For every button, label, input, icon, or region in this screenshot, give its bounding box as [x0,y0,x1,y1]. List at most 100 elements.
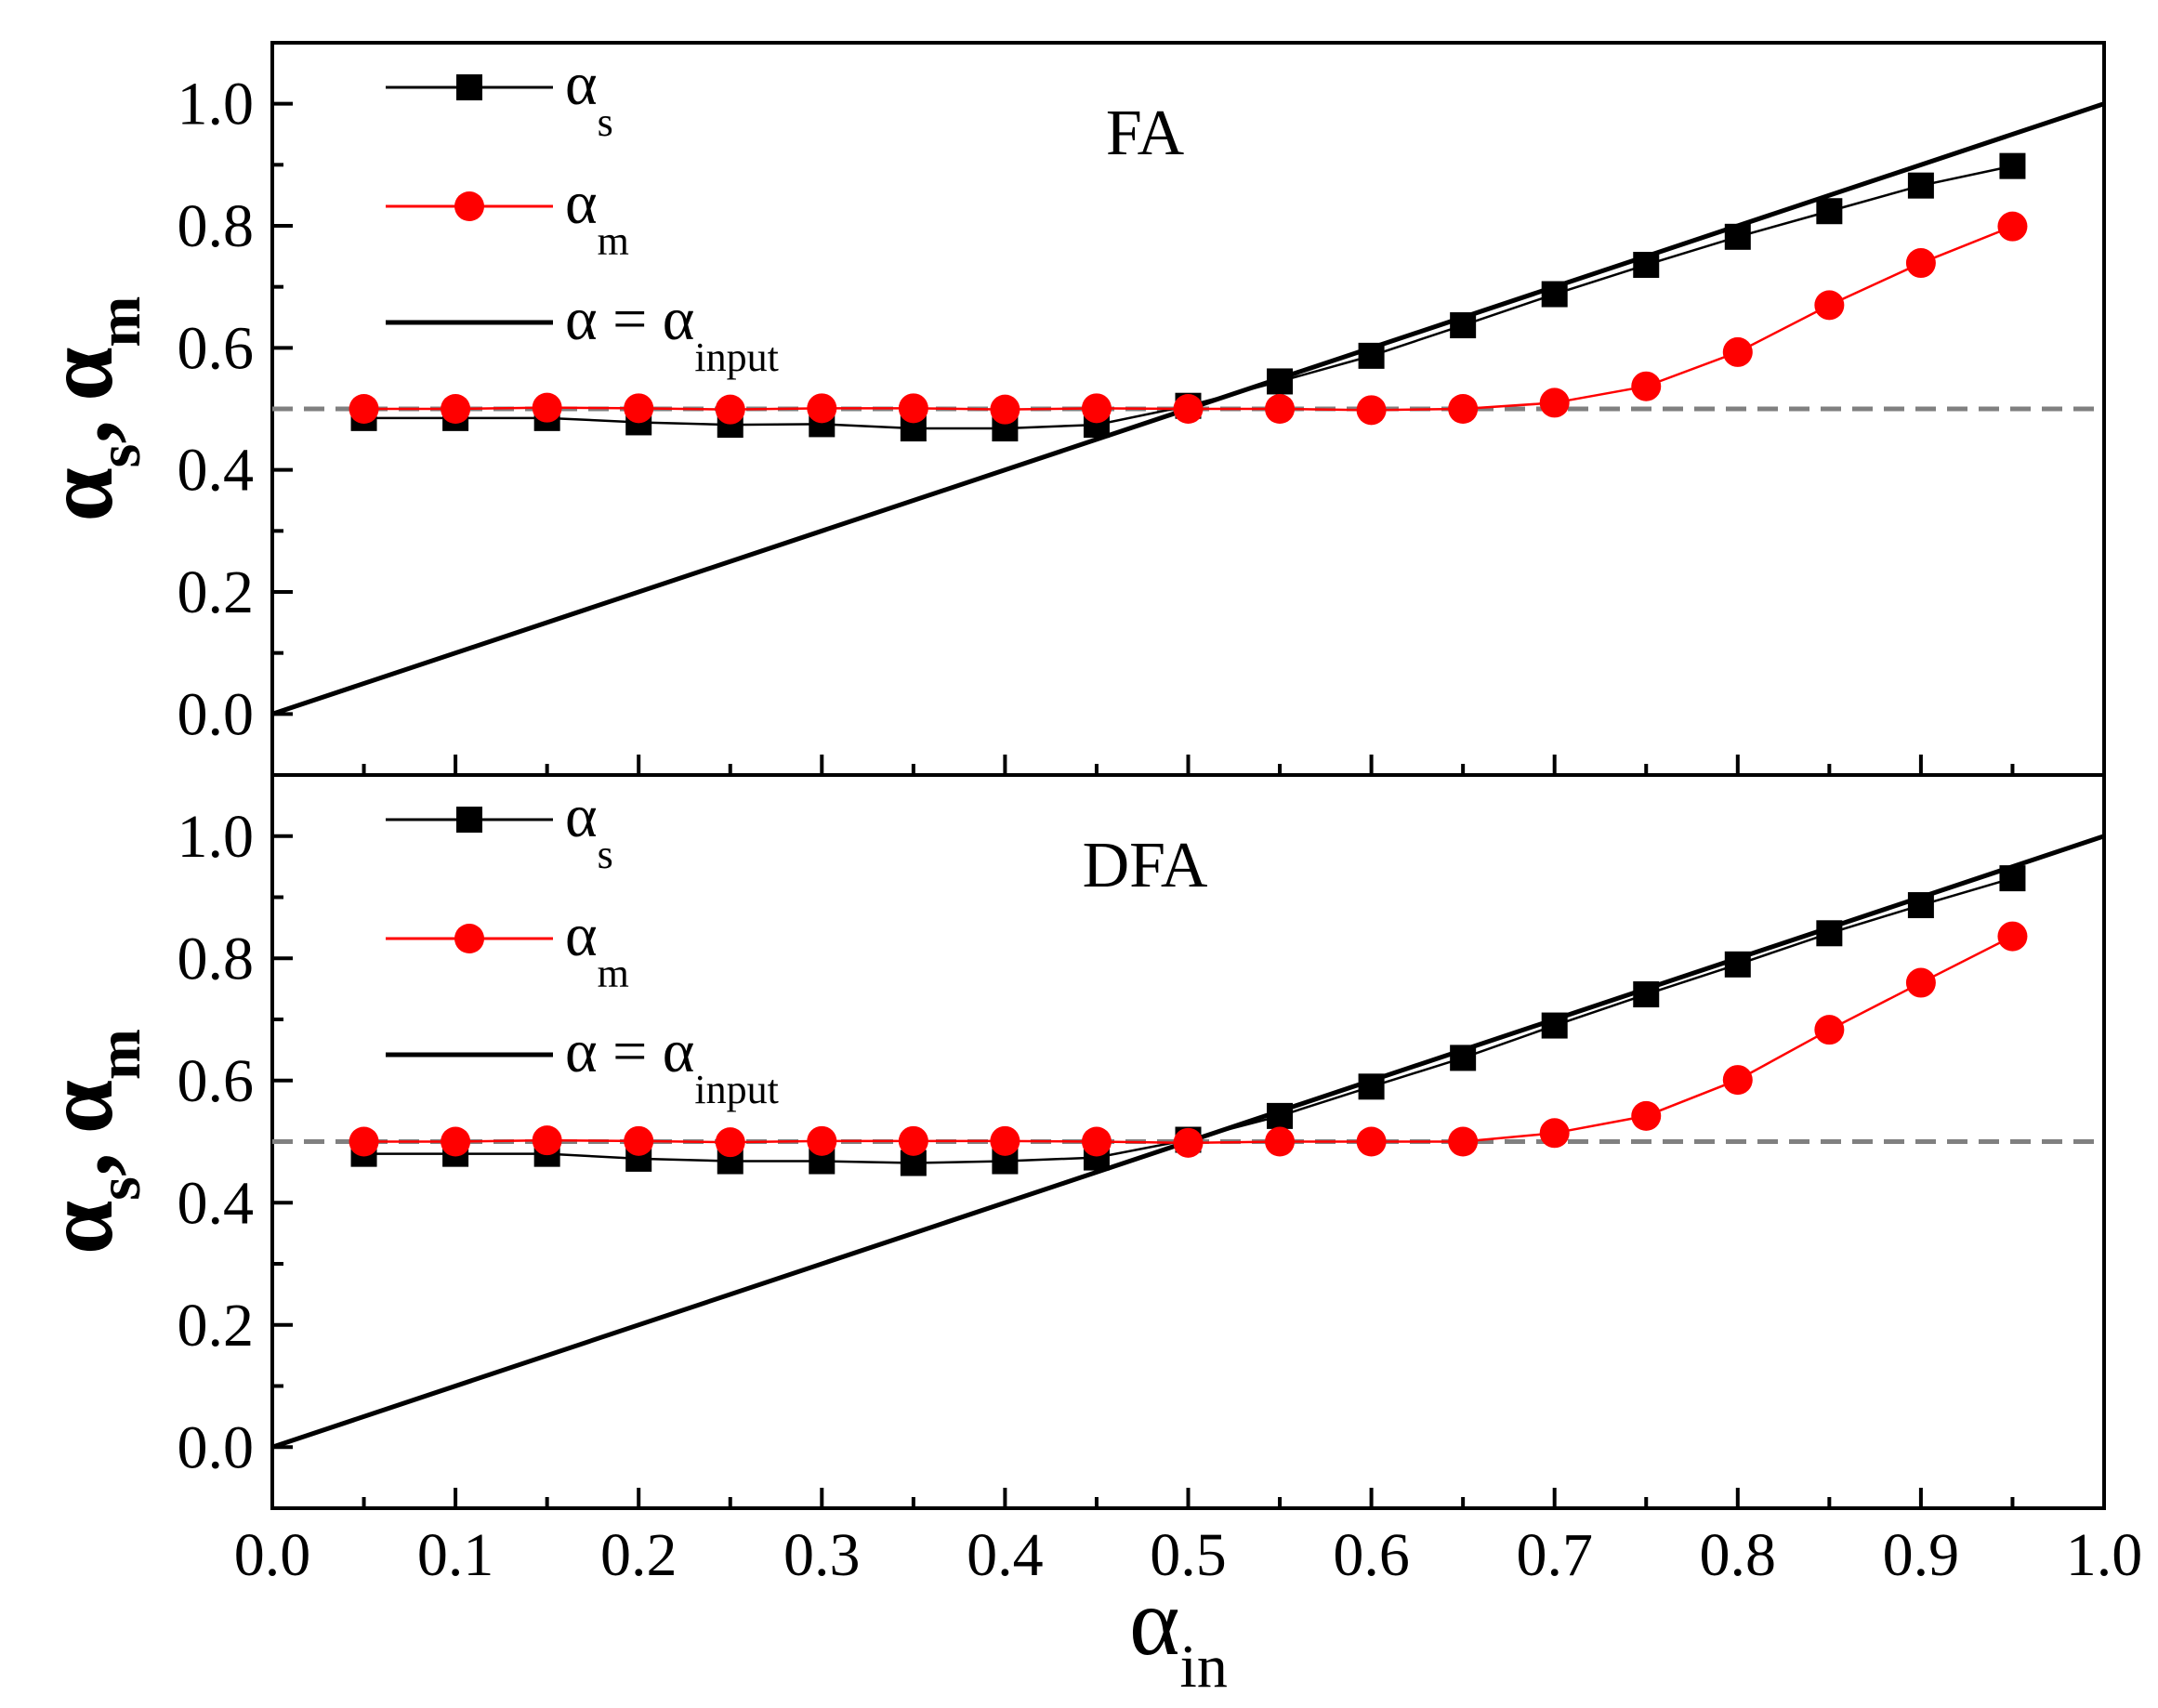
legend-subscript: input [694,335,778,380]
series-alpha-s-point [1450,1045,1477,1071]
legend-marker-square [456,807,482,833]
series-alpha-s-point [1724,223,1751,250]
series-alpha-s-point [1541,281,1568,308]
legend-subscript: input [694,1067,778,1112]
x-tick-label: 0.5 [1150,1521,1227,1589]
y-tick-label: 0.4 [178,1169,255,1237]
series-alpha-m-point [898,393,928,424]
panel-title: DFA [1083,830,1208,901]
x-label-alpha: α [1129,1569,1180,1675]
x-tick-label: 0.8 [1700,1521,1777,1589]
series-alpha-m-point [1631,371,1662,401]
legend-symbol: α = α [565,1018,694,1085]
x-tick-label: 0.3 [783,1521,861,1589]
legend-subscript: m [598,951,629,996]
legend-subscript: s [598,99,613,145]
series-alpha-m-point [1997,211,2028,242]
series-alpha-m-point [441,394,471,424]
y-label-alpha: α [26,467,133,521]
series-alpha-m-point [1997,921,2028,952]
legend-marker-square [456,74,482,100]
x-tick-label: 0.6 [1333,1521,1410,1589]
legend-symbol: α [565,169,598,237]
series-alpha-m-point [1539,388,1570,418]
series-alpha-m-point [1905,967,1936,998]
y-axis-label: αs,αm [26,296,153,522]
y-tick-label: 0.8 [178,192,255,260]
y-label-alpha: α [26,1080,133,1134]
legend-label-reference: α = αinput [565,1018,779,1112]
series-alpha-m-point [1448,394,1479,424]
legend-marker-circle [454,191,484,221]
series-alpha-s-point [1724,951,1751,978]
series-alpha-m-point [807,393,837,424]
series-alpha-m-point [1173,394,1204,424]
y-label-subscript: m [86,296,153,348]
series-alpha-m-point [1081,1126,1112,1157]
series-alpha-m-point [1265,1126,1296,1157]
series-alpha-s-point [1999,152,2026,179]
legend-label-alpha-m: αm [565,901,629,996]
x-tick-label: 0.7 [1516,1521,1593,1589]
series-alpha-s-point [1907,172,1934,199]
series-alpha-m-point [715,1127,745,1158]
y-tick-label: 0.6 [178,1047,255,1115]
panel-title: FA [1106,98,1185,169]
y-tick-label: 1.0 [178,71,255,138]
y-tick-label: 0.4 [178,437,255,505]
y-label-alpha: α [26,1201,133,1255]
y-axis-label: αs,αm [26,1029,153,1255]
series-alpha-s-point [1999,865,2026,892]
plot-area [272,101,2104,716]
series-alpha-m-point [349,1126,379,1157]
y-label-alpha: α [26,348,133,401]
series-alpha-s-point [1450,312,1477,339]
series-alpha-m-point [1081,393,1112,424]
y-label-subscript: s [86,1176,153,1201]
y-tick-label: 1.0 [178,803,255,871]
y-label-separator: , [26,420,133,444]
y-tick-label: 0.2 [178,558,255,626]
series-alpha-m-point [1631,1100,1662,1131]
series-alpha-s-point [1633,252,1660,279]
x-axis-label: αin [1129,1569,1228,1701]
y-label-subscript: s [86,444,153,468]
legend-symbol: α [565,901,598,969]
series-alpha-s-point [1358,1073,1385,1100]
y-tick-label: 0.2 [178,1292,255,1360]
series-alpha-m-point [1722,336,1753,367]
legend-symbol: α [565,50,598,118]
series-alpha-s-point [1816,198,1843,225]
legend-label-reference: α = αinput [565,285,779,380]
series-alpha-m-point [1905,248,1936,279]
series-alpha-m-point [441,1126,471,1157]
series-alpha-s-point [1633,981,1660,1008]
x-tick-label: 0.9 [1883,1521,1960,1589]
series-alpha-m-point [1356,395,1387,426]
series-alpha-m-point [1173,1127,1204,1158]
series-alpha-m-point [807,1125,837,1156]
series-alpha-m-point [349,394,379,424]
legend-subscript: m [598,218,629,264]
series-alpha-m-point [1814,1015,1845,1045]
x-tick-label: 0.0 [234,1521,311,1589]
y-tick-label: 0.8 [178,925,255,992]
series-alpha-s-point [1907,892,1934,919]
x-tick-label: 0.4 [967,1521,1044,1589]
legend-label-alpha-m: αm [565,169,629,264]
legend-symbol: α = α [565,285,694,353]
series-alpha-m-point [898,1125,928,1156]
x-tick-label: 0.1 [417,1521,494,1589]
x-tick-label: 1.0 [2066,1521,2143,1589]
y-label-separator: , [26,1152,133,1176]
series-alpha-m-point [532,392,562,423]
y-label-subscript: m [86,1029,153,1080]
series-alpha-s-point [1816,920,1843,947]
series-alpha-m-point [624,1125,654,1156]
series-alpha-m-point [990,394,1020,425]
series-alpha-s-point [1267,1102,1294,1129]
series-alpha-m-point [1448,1126,1479,1157]
